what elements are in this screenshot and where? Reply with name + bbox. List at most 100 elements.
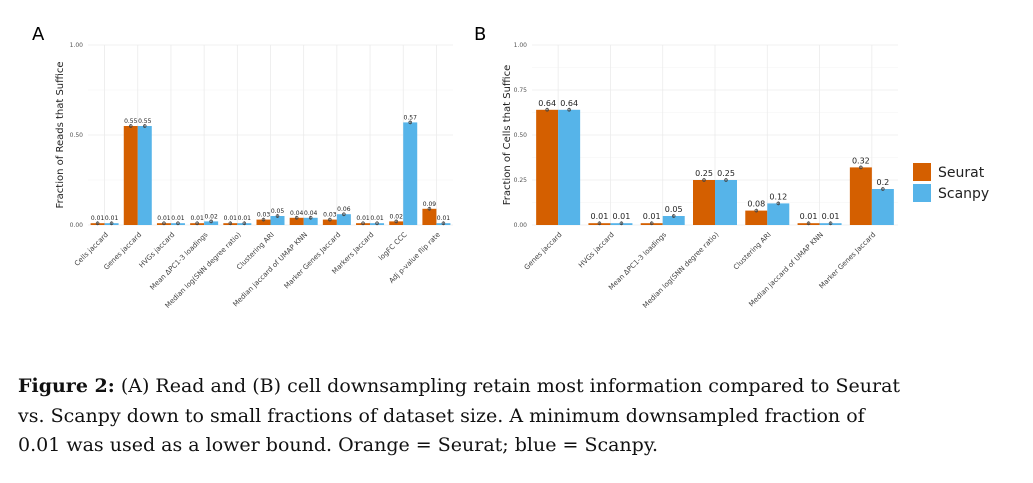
point-seurat	[806, 221, 811, 225]
bar-seurat-clustering-ari	[256, 219, 271, 225]
x-tick-label: Marker Genes Jaccard	[818, 231, 878, 291]
data-label-scanpy: 0.01	[437, 215, 451, 222]
point-seurat	[328, 217, 332, 222]
caption-text-1: (A) Read and (B) cell downsampling retai…	[120, 375, 901, 397]
point-seurat	[649, 221, 654, 225]
data-label-seurat: 0.01	[800, 212, 818, 221]
point-scanpy	[408, 120, 412, 125]
point-seurat	[261, 217, 266, 222]
x-tick-label: logFC CCC	[377, 231, 409, 263]
point-scanpy	[375, 221, 379, 225]
data-label-scanpy: 0.25	[717, 169, 735, 178]
data-label-seurat: 0.01	[224, 215, 238, 222]
legend-label-seurat: Seurat	[938, 165, 985, 181]
bar-seurat-marker-genes-jaccard	[322, 219, 337, 225]
caption-line-1: Figure 2: (A) Read and (B) cell downsamp…	[18, 372, 1008, 402]
point-seurat	[754, 208, 759, 213]
figure-svg: A B 0.00 0.50 1.00 Fraction of Reads that S…	[32, 24, 989, 310]
bar-seurat-clustering-ari	[745, 210, 768, 225]
data-label-scanpy: 0.01	[613, 212, 631, 221]
x-tick-label: Mean ΔPC1-3 loadings	[607, 231, 668, 292]
data-label-scanpy: 0.01	[822, 212, 840, 221]
legend-swatch-scanpy	[913, 184, 931, 202]
data-label-scanpy: 0.02	[204, 213, 218, 220]
data-label-scanpy: 0.05	[271, 208, 285, 215]
y-axis-title: Fraction of Reads that Suffice	[55, 62, 66, 209]
panel-a-chart: 0.00 0.50 1.00 Fraction of Reads that Suffi…	[55, 42, 453, 310]
bar-scanpy-genes-jaccard	[137, 126, 152, 225]
bar-seurat-genes-jaccard	[536, 109, 559, 225]
y-axis-title: Fraction of Cells that Suffice	[502, 65, 513, 205]
data-label-scanpy: 0.55	[138, 118, 152, 125]
point-scanpy	[308, 216, 313, 220]
caption-line-2: vs. Scanpy down to small fractions of da…	[18, 404, 865, 427]
data-label-seurat: 0.25	[695, 169, 713, 178]
data-label-seurat: 0.01	[356, 215, 370, 222]
point-seurat	[195, 221, 199, 225]
x-tick-label: HVGs jaccard	[577, 231, 616, 270]
bar-seurat-marker-genes-jaccard	[849, 167, 872, 225]
panel-a-letter: A	[32, 24, 45, 45]
bar-scanpy-median-log-snn-degree-ratio	[715, 180, 737, 225]
bar-seurat-median-log-snn-degree-ratio	[693, 180, 715, 225]
point-seurat	[129, 124, 133, 128]
x-tick-label: Genes jaccard	[523, 231, 564, 272]
point-seurat	[228, 221, 233, 225]
point-scanpy	[209, 219, 213, 224]
x-tick-label: Marker Genes Jaccard	[283, 231, 343, 291]
legend-swatch-seurat	[913, 163, 931, 181]
figure-caption: Figure 2: (A) Read and (B) cell downsamp…	[18, 372, 1008, 461]
x-tick-label: Mean ΔPC1-3 loadings	[149, 231, 210, 292]
data-label-seurat: 0.01	[190, 215, 204, 222]
y-tick-label: 0.75	[514, 87, 528, 94]
panel-b-letter: B	[474, 24, 486, 45]
point-scanpy	[724, 178, 728, 182]
bar-scanpy-clustering-ari	[767, 203, 790, 225]
y-tick-label: 0.00	[70, 222, 84, 229]
legend-label-scanpy: Scanpy	[938, 186, 989, 202]
data-label-scanpy: 0.01	[171, 215, 185, 222]
caption-line-3: 0.01 was used as a lower bound. Orange =…	[18, 434, 659, 456]
y-tick-label: 0.25	[514, 177, 528, 184]
data-label-seurat: 0.08	[747, 200, 765, 209]
data-label-seurat: 0.09	[423, 201, 437, 208]
data-label-scanpy: 0.64	[560, 99, 578, 108]
data-label-seurat: 0.01	[643, 212, 661, 221]
data-label-seurat: 0.01	[157, 215, 171, 222]
point-scanpy	[242, 221, 247, 225]
point-scanpy	[567, 108, 571, 112]
legend: Seurat Scanpy	[913, 163, 989, 202]
bar-scanpy-clustering-ari	[270, 216, 285, 225]
data-label-scanpy: 0.05	[665, 205, 683, 214]
bar-scanpy-logfc-ccc	[403, 122, 418, 225]
point-scanpy	[776, 201, 781, 206]
point-scanpy	[275, 214, 280, 218]
point-seurat	[427, 207, 432, 211]
point-seurat	[597, 221, 602, 225]
point-seurat	[294, 216, 299, 220]
point-scanpy	[671, 214, 676, 218]
data-label-scanpy: 0.04	[304, 210, 318, 217]
y-tick-label: 1.00	[70, 42, 84, 49]
point-seurat	[361, 221, 365, 225]
bar-scanpy-marker-genes-jaccard	[871, 189, 894, 225]
point-scanpy	[828, 221, 833, 225]
point-scanpy	[143, 124, 147, 128]
panel-b-chart: 0.00 0.25 0.50 0.75 1.00 Fraction of Cells th…	[502, 42, 898, 310]
data-label-seurat: 0.02	[390, 213, 404, 220]
point-seurat	[859, 165, 863, 170]
point-scanpy	[176, 221, 180, 225]
caption-label: Figure 2:	[18, 375, 115, 397]
data-label-scanpy: 0.01	[370, 215, 384, 222]
data-label-seurat: 0.04	[290, 210, 304, 217]
bar-seurat-genes-jaccard	[123, 126, 138, 225]
point-scanpy	[619, 221, 624, 225]
data-label-seurat: 0.64	[538, 99, 556, 108]
bar-seurat-adj-p-value-flip-rate	[422, 208, 437, 225]
figure: A B 0.00 0.50 1.00 Fraction of Reads that S…	[32, 24, 989, 310]
bar-seurat-median-jaccard-of-umap-knn	[289, 217, 304, 225]
data-label-scanpy: 0.06	[337, 206, 351, 213]
data-label-scanpy: 0.01	[105, 215, 119, 222]
y-tick-label: 0.00	[514, 222, 528, 229]
point-scanpy	[342, 212, 346, 216]
